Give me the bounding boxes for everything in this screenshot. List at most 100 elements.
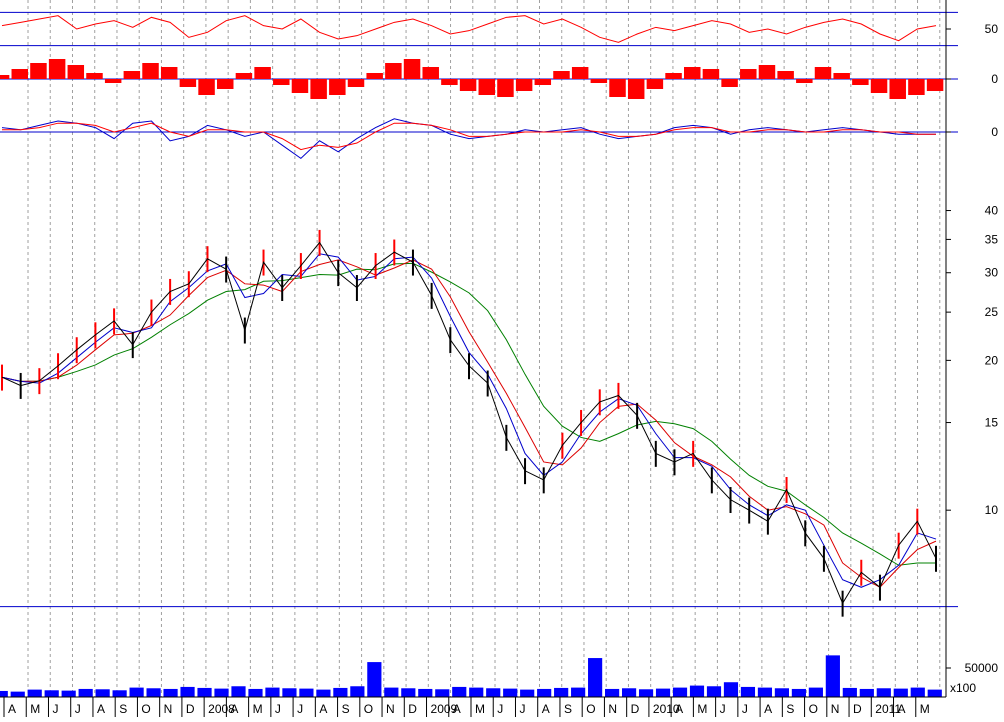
month-label: D (186, 702, 195, 716)
histogram-bar (684, 67, 701, 79)
month-label: N (164, 702, 173, 716)
volume-bar (588, 658, 603, 697)
histogram-bar (459, 79, 477, 91)
price-tick-label: 40 (985, 204, 999, 218)
volume-bar (44, 690, 59, 697)
month-label: M (30, 702, 40, 716)
month-label: 2010 (653, 702, 680, 716)
oscillator-line (1, 15, 937, 43)
volume-bar (61, 690, 76, 697)
histogram-bar (926, 79, 944, 91)
histogram-bar (179, 79, 197, 87)
histogram-bar (385, 63, 402, 79)
month-label: J (297, 702, 303, 716)
momentum-line (1, 118, 936, 160)
histogram-bar (515, 79, 533, 91)
month-label: A (230, 702, 238, 716)
volume-bar (808, 687, 823, 697)
histogram-bar (347, 79, 365, 87)
histogram-bar (217, 79, 234, 89)
volume-bar (689, 685, 705, 697)
histogram-bar (702, 69, 720, 79)
volume-bar (706, 686, 722, 697)
moving-average-long (1, 262, 936, 566)
volume-bar (774, 688, 790, 697)
price-line (1, 241, 937, 605)
month-label: M (253, 702, 263, 716)
month-label: A (764, 702, 772, 716)
price-tick-label: 35 (985, 232, 999, 246)
month-label: J (720, 702, 726, 716)
histogram-bar (329, 79, 346, 95)
month-label: S (119, 702, 127, 716)
oscillator-tick-label: 50 (985, 22, 999, 36)
right-axis: 50 0 0 40 35 30 25 20 15 10 50000 x100 (945, 0, 999, 697)
volume-bar (163, 688, 178, 697)
volume-bar (554, 687, 569, 697)
month-label: D (631, 702, 640, 716)
histogram-bar (889, 79, 906, 99)
price-tick-label: 20 (985, 353, 999, 367)
price-tick-label: 30 (985, 266, 999, 280)
month-label: D (408, 702, 417, 716)
volume-bar (927, 689, 942, 697)
month-label: O (141, 702, 150, 716)
month-label: S (342, 702, 350, 716)
histogram-bar (553, 71, 570, 79)
volume-bar (27, 689, 42, 697)
volume-bar (248, 688, 263, 697)
histogram-bar (86, 73, 103, 79)
volume-bar (146, 688, 161, 697)
volume-bar (214, 688, 229, 697)
volume-bar (435, 689, 450, 697)
histogram-bar (11, 69, 29, 79)
histogram-bar (254, 67, 271, 79)
price-tick-label: 25 (985, 305, 999, 319)
oscillator-panel (0, 11, 958, 47)
month-label: A (8, 702, 16, 716)
volume-bar (655, 688, 671, 697)
histogram-bar (497, 79, 514, 97)
histogram-bar (571, 67, 589, 79)
volume-bar (316, 689, 331, 697)
histogram-bar (123, 71, 141, 79)
volume-bar (452, 686, 467, 697)
price-tick-label: 15 (985, 416, 999, 430)
volume-bar (78, 688, 93, 697)
month-label: J (52, 702, 58, 716)
volume-bar (265, 687, 280, 697)
histogram-bar (478, 79, 496, 95)
month-label: O (809, 702, 818, 716)
histogram-bar (291, 79, 309, 93)
histogram-bar (908, 79, 925, 95)
price-panel (0, 229, 958, 617)
volume-bar (757, 687, 773, 697)
month-label: 2011 (875, 702, 901, 716)
moving-average-short (1, 253, 937, 588)
volume-bar (503, 688, 518, 697)
histogram-bar (30, 63, 47, 79)
volume-bar (180, 686, 195, 697)
month-label: 2008 (208, 702, 235, 716)
histogram-bar (534, 79, 552, 85)
volume-bar (520, 689, 535, 697)
volume-bar (299, 688, 314, 697)
volume-bar (605, 688, 620, 697)
volume-bar (740, 686, 756, 697)
volume-bar (282, 688, 297, 697)
histogram-bar (198, 79, 215, 95)
volume-bar (350, 686, 365, 697)
histogram-bar (422, 67, 439, 79)
volume-panel (0, 655, 942, 697)
histogram-bar (160, 67, 178, 79)
month-label: J (519, 702, 525, 716)
month-label: J (75, 702, 81, 716)
histogram-tick-label: 0 (991, 72, 998, 86)
histogram-bar (142, 63, 159, 79)
month-label: O (586, 702, 595, 716)
volume-bar (876, 688, 891, 697)
histogram-bar (758, 65, 776, 79)
volume-bar (401, 688, 416, 697)
